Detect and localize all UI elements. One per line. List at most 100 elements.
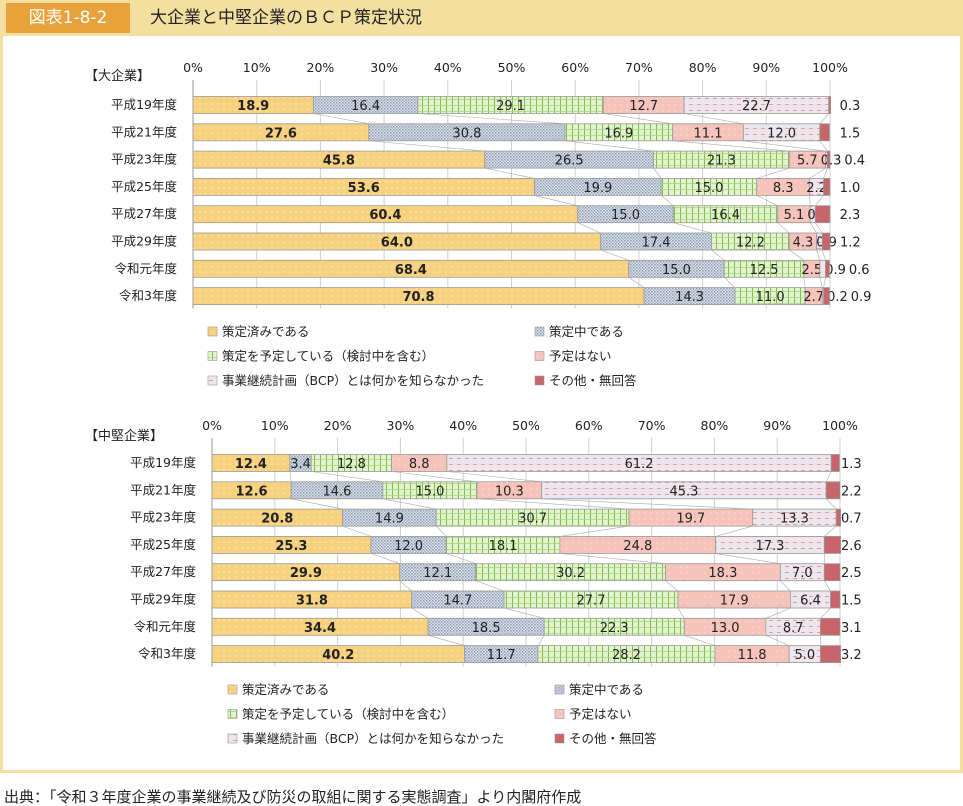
data-label: 14.9	[375, 512, 404, 527]
data-label: 64.0	[381, 236, 413, 251]
data-label: 5.0	[794, 648, 815, 663]
series-connector	[824, 580, 831, 592]
data-label: 27.6	[265, 126, 297, 141]
header-bar: 図表1-8-2 大企業と中堅企業のＢＣＰ策定状況	[0, 0, 963, 36]
series-connector	[715, 525, 753, 537]
data-label: 20.8	[261, 512, 293, 527]
data-label: 0.6	[849, 263, 870, 278]
series-connector	[756, 195, 778, 206]
series-connector	[289, 471, 292, 482]
x-tick-label: 50%	[498, 60, 526, 75]
x-tick-label: 0%	[183, 60, 203, 75]
bar-segment	[823, 177, 831, 196]
series-connector	[484, 167, 535, 179]
category-label: 令和3年度	[119, 288, 177, 303]
data-label: 0.7	[841, 512, 862, 527]
series-connector	[819, 113, 829, 124]
series-connector	[342, 525, 371, 537]
x-tick-label: 10%	[243, 60, 271, 75]
series-connector	[823, 167, 828, 179]
charts: 【大企業】 0% 10% 20% 30% 40% 50% 60% 70% 80% 90% 100% 平成…	[85, 60, 871, 746]
legend-label: その他・無回答	[569, 731, 657, 746]
x-tick-label: 30%	[370, 60, 398, 75]
data-label: 19.9	[583, 181, 612, 196]
data-label: 12.8	[337, 457, 366, 472]
data-label: 17.3	[756, 539, 785, 554]
series-connector	[476, 498, 630, 510]
x-tick-label: 90%	[752, 60, 780, 75]
data-label: 1.5	[841, 594, 862, 609]
series-connector	[715, 553, 781, 564]
legend-label: 策定済みである	[242, 682, 329, 697]
x-tick-label: 60%	[575, 418, 603, 433]
series-connector	[825, 498, 837, 510]
data-label: 40.2	[322, 648, 354, 663]
data-label: 2.2	[806, 181, 827, 196]
legend-swatch	[554, 684, 565, 695]
legend-label: 策定を予定している（検討中を含む）	[222, 349, 434, 364]
series-connector	[780, 580, 791, 592]
data-label: 30.2	[556, 566, 585, 581]
legend-label: 策定を予定している（検討中を含む）	[242, 707, 454, 722]
data-label: 0.3	[840, 99, 861, 114]
data-label: 11.7	[487, 648, 516, 663]
data-label: 29.9	[290, 566, 322, 581]
series-connector	[475, 580, 505, 592]
data-label: 18.1	[489, 539, 518, 554]
series-connector	[820, 607, 831, 619]
series-connector	[819, 140, 828, 152]
bar-segment	[825, 481, 841, 500]
data-label: 12.1	[423, 566, 452, 581]
data-label: 11.0	[756, 290, 785, 305]
data-label: 2.5	[841, 566, 862, 581]
data-label: 12.6	[236, 484, 268, 499]
chart-title: 【大企業】	[85, 68, 150, 84]
legend-swatch	[227, 733, 238, 744]
data-label: 30.7	[518, 512, 547, 527]
data-label: 15.0	[611, 208, 640, 223]
data-label: 0.9	[825, 263, 846, 278]
series-connector	[823, 277, 826, 288]
category-label: 平成21年度	[130, 482, 196, 497]
data-label: 12.2	[736, 236, 765, 251]
legend-label: 事業継続計画（BCP）とは何かを知らなかった	[242, 731, 504, 746]
data-label: 11.1	[694, 126, 723, 141]
category-label: 平成19年度	[130, 455, 196, 470]
series-connector	[673, 222, 712, 234]
data-label: 12.0	[394, 539, 423, 554]
data-label: 17.4	[642, 236, 671, 251]
data-label: 60.4	[369, 208, 401, 223]
data-label: 11.8	[738, 648, 767, 663]
bar-segment	[823, 563, 841, 582]
series-connector	[311, 471, 383, 483]
series-connector	[824, 525, 837, 537]
data-label: 15.0	[694, 181, 723, 196]
series-connector	[503, 607, 545, 619]
data-label: 18.9	[237, 99, 269, 114]
series-connector	[537, 635, 545, 646]
series-connector	[600, 249, 629, 261]
data-label: 5.1	[784, 208, 805, 223]
series-connector	[411, 607, 429, 619]
series-connector	[370, 553, 400, 564]
legend-swatch	[534, 326, 545, 337]
series-connector	[677, 607, 685, 619]
data-label: 2.3	[840, 208, 861, 223]
series-connector	[382, 498, 437, 510]
x-tick-label: 70%	[638, 418, 666, 433]
series-connector	[391, 471, 478, 483]
source-note: 出典：「令和３年度企業の事業継続及び防災の取組に関する実態調査」より内閣府作成	[4, 788, 582, 806]
series-connector	[427, 635, 465, 646]
series-connector	[559, 553, 666, 564]
data-label: 3.2	[841, 648, 862, 663]
legend-label: 事業継続計画（BCP）とは何かを知らなかった	[222, 373, 484, 388]
data-label: 15.0	[662, 263, 691, 278]
data-label: 13.0	[711, 621, 740, 636]
data-label: 0.4	[844, 154, 865, 169]
x-tick-label: 40%	[449, 418, 477, 433]
legend-label: その他・無回答	[549, 373, 637, 388]
series-connector	[399, 580, 412, 592]
category-label: 平成29年度	[111, 234, 177, 249]
data-label: 61.2	[625, 457, 654, 472]
